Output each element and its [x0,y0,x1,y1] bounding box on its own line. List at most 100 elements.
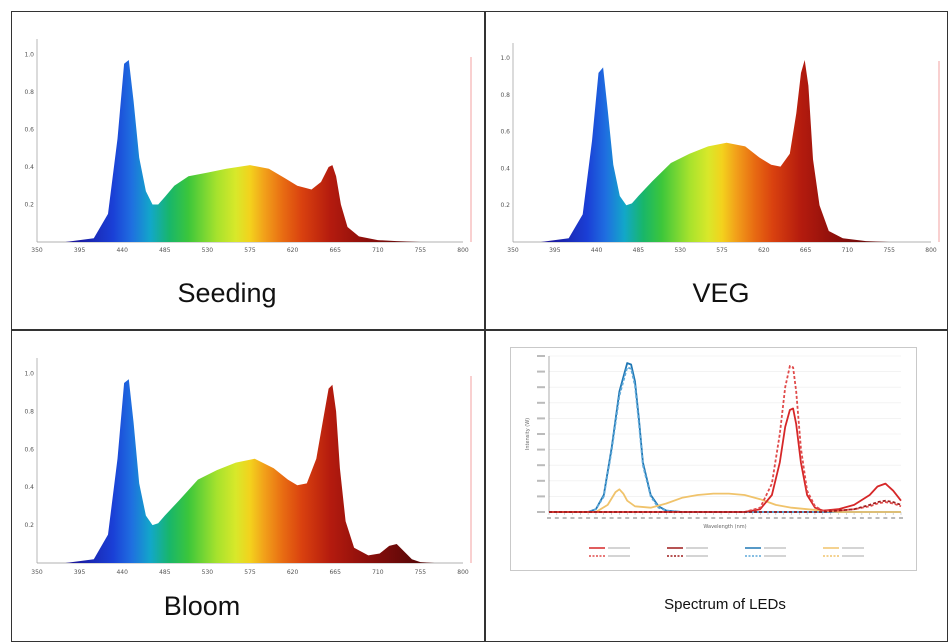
led-x-tick [562,517,567,519]
seeding-panel: 350 395 440 485 530 575 620 665 710 755 800 0.2 0.4 0… [12,12,482,328]
led-series-3 [549,407,902,513]
x-tick-label: 395 [74,247,86,254]
spectrum-area [37,60,463,242]
led-x-tick [711,517,716,519]
x-tick-label: 485 [159,247,171,254]
x-tick-label: 440 [591,247,603,254]
led-series-5 [549,499,902,513]
led-series-2 [549,488,901,513]
led-x-tick [695,517,700,519]
veg-chart: 350 395 440 485 530 575 620 665 710 755 800 0.2 0.4 0… [500,43,940,254]
led-x-tick [617,517,622,519]
led-x-tick [883,517,888,519]
led-x-tick [679,517,684,519]
led-x-tick [812,517,817,519]
led-grid [548,355,902,515]
x-tick-label: 485 [159,569,171,576]
led-legend-item [745,547,786,549]
led-y-tick [537,355,545,357]
led-x-tick [758,517,763,519]
led-x-tick [766,517,771,519]
grid-divider-horizontal [11,329,948,331]
led-y-tick [537,417,545,420]
led-x-tick [703,517,708,519]
x-tick-label: 620 [287,247,299,254]
led-x-tick [640,517,645,519]
led-x-tick [593,517,598,519]
x-tick-label: 755 [883,247,895,254]
y-tick-label: 0.2 [24,522,34,529]
led-x-tick [656,517,661,519]
x-tick-label: 395 [549,247,561,254]
x-tick-label: 440 [116,569,128,576]
led-x-tick [726,517,731,519]
led-legend-item [667,555,708,557]
veg-caption: VEG [692,278,750,308]
y-tick-label: 0.8 [500,92,510,99]
led-x-tick [750,517,755,519]
led-x-tick [601,517,606,519]
led-x-tick [828,517,833,519]
grid-divider-vertical [484,11,486,642]
x-tick-label: 800 [457,247,469,254]
led-y-tick [537,386,545,389]
x-tick-label: 395 [74,569,86,576]
x-tick-label: 710 [372,569,384,576]
x-tick-label: 755 [415,569,427,576]
x-tick-label: 575 [244,569,256,576]
x-tick-label: 665 [329,247,341,254]
y-tick-label: 0.4 [500,165,510,172]
led-y-tick [537,464,545,467]
led-x-tick [664,517,669,519]
y-tick-label: 0.6 [24,126,34,133]
x-tick-label: 575 [244,247,256,254]
led-x-tick [852,517,857,519]
led-series-1 [549,366,901,513]
led-x-tick [805,517,810,519]
y-tick-label: 0.2 [24,201,34,208]
led-legend-item [589,555,630,557]
led-y-tick [537,433,545,435]
led-y-tick [537,495,545,498]
led-x-tick [844,517,849,519]
led-legend-item [823,555,864,557]
led-x-tick [687,517,692,519]
led-x-tick [781,517,786,519]
led-x-tick [891,517,896,519]
led-y-tick [537,479,545,482]
x-tick-label: 800 [457,569,469,576]
led-x-tick [875,517,880,519]
y-tick-label: 0.6 [500,129,510,136]
x-tick-label: 710 [842,247,854,254]
led-chart-frame: Wavelength (nm) Intensity (W) [510,347,917,571]
led-x-tick [836,517,841,519]
y-tick-label: 1.0 [500,55,510,62]
led-legend-item [745,555,786,557]
x-tick-label: 350 [31,569,43,576]
spectrum-area [37,379,463,563]
led-y-tick [537,511,545,513]
led-x-tick [789,517,794,519]
x-tick-label: 710 [372,247,384,254]
seeding-chart: 350 395 440 485 530 575 620 665 710 755 800 0.2 0.4 0… [24,39,472,254]
x-tick-label: 530 [202,247,214,254]
led-y-label: Intensity (W) [525,418,531,450]
x-tick-label: 575 [716,247,728,254]
led-chart: Wavelength (nm) Intensity (W) [525,355,903,557]
x-tick-label: 440 [116,247,128,254]
led-x-tick [554,517,559,519]
led-y-tick [537,370,545,373]
y-tick-label: 0.6 [24,446,34,453]
led-x-tick [633,517,638,519]
y-tick-label: 0.8 [24,89,34,96]
led-legend-item [589,547,630,549]
led-x-tick [734,517,739,519]
led-x-tick [547,517,551,519]
x-tick-label: 530 [202,569,214,576]
x-tick-label: 755 [415,247,427,254]
led-x-tick [859,517,864,519]
led-x-tick [867,517,872,519]
y-tick-label: 1.0 [24,51,34,58]
led-x-tick [820,517,825,519]
bloom-panel: 350 395 440 485 530 575 620 665 710 755 800 0.2 0.4 0… [12,331,482,641]
